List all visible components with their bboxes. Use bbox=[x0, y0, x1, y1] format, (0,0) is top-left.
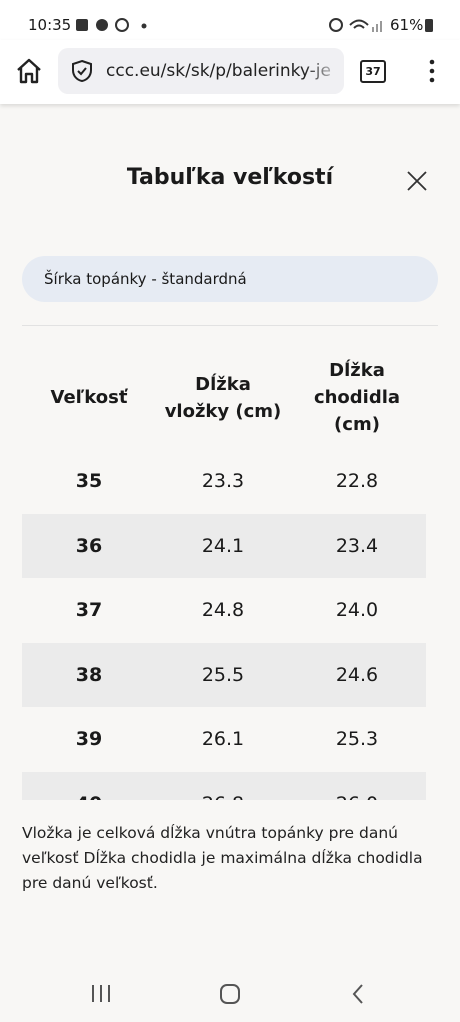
length-cell: 25.5 bbox=[201, 663, 245, 686]
length-cell: 23.4 bbox=[335, 534, 379, 557]
modal-title: Tabuľka veľkostí bbox=[126, 165, 334, 190]
recent-apps-button[interactable] bbox=[90, 984, 112, 1004]
length-cell: 26.8 bbox=[163, 772, 283, 801]
nav-bar bbox=[0, 964, 460, 1022]
size-table: Veľkosť Dĺžka vložky (cm) Dĺžka chodidla (… bbox=[22, 340, 426, 800]
back-button[interactable] bbox=[350, 983, 366, 1005]
length-cell: 22.8 bbox=[335, 470, 379, 492]
table-row: 40 26.8 26.0 bbox=[22, 771, 426, 801]
battery-icon bbox=[425, 19, 433, 32]
table-row: 35 23.3 22.8 bbox=[22, 449, 426, 514]
width-option-label: Šírka topánky - štandardná bbox=[44, 270, 247, 288]
url: ccc.eu/sk/sk/p/balerinky-je bbox=[106, 61, 331, 81]
clock: 10:35 bbox=[28, 16, 72, 34]
length-cell: 24.1 bbox=[201, 534, 245, 557]
browser-toolbar: ccc.eu/sk/sk/p/balerinky-je 37 bbox=[0, 40, 460, 104]
length-cell: 26.0 bbox=[297, 772, 417, 801]
note: Vložka je celková dĺžka vnútra topánky p… bbox=[22, 824, 423, 892]
size-cell: 39 bbox=[75, 728, 103, 750]
length-cell: 24.0 bbox=[335, 599, 379, 621]
column-header: Dĺžka chodidla (cm) bbox=[313, 360, 401, 435]
home-nav-button[interactable] bbox=[219, 983, 241, 1005]
length-cell: 25.3 bbox=[335, 728, 379, 750]
system-icons bbox=[329, 18, 382, 32]
url-fade bbox=[304, 48, 344, 94]
length-cell: 23.3 bbox=[201, 470, 245, 492]
size-cell: 40 bbox=[29, 772, 149, 801]
menu-button[interactable] bbox=[424, 58, 440, 84]
table-row: 39 26.1 25.3 bbox=[22, 707, 426, 772]
security-icon bbox=[72, 59, 92, 83]
separator bbox=[22, 325, 438, 326]
length-cell: 26.1 bbox=[201, 728, 245, 750]
length-cell: 24.6 bbox=[335, 663, 379, 686]
battery-level: 61% bbox=[390, 16, 424, 34]
width-option[interactable]: Šírka topánky - štandardná bbox=[22, 256, 438, 302]
table-row: 37 24.8 24.0 bbox=[22, 578, 426, 643]
column-header: Dĺžka vložky (cm) bbox=[164, 373, 282, 422]
size-cell: 37 bbox=[75, 599, 103, 621]
address-bar[interactable]: ccc.eu/sk/sk/p/balerinky-je bbox=[58, 48, 344, 94]
length-cell: 24.8 bbox=[201, 599, 245, 621]
close-button[interactable] bbox=[405, 169, 429, 193]
table-row: 36 24.1 23.4 bbox=[22, 513, 426, 578]
column-header: Veľkosť bbox=[50, 387, 128, 408]
tabs-button[interactable]: 37 bbox=[360, 60, 386, 83]
home-button[interactable] bbox=[15, 57, 43, 85]
table-row: 38 25.5 24.6 bbox=[22, 642, 426, 707]
size-cell: 35 bbox=[75, 470, 103, 492]
size-cell: 36 bbox=[75, 534, 103, 557]
notification-icons bbox=[76, 18, 147, 32]
size-cell: 38 bbox=[75, 663, 103, 686]
